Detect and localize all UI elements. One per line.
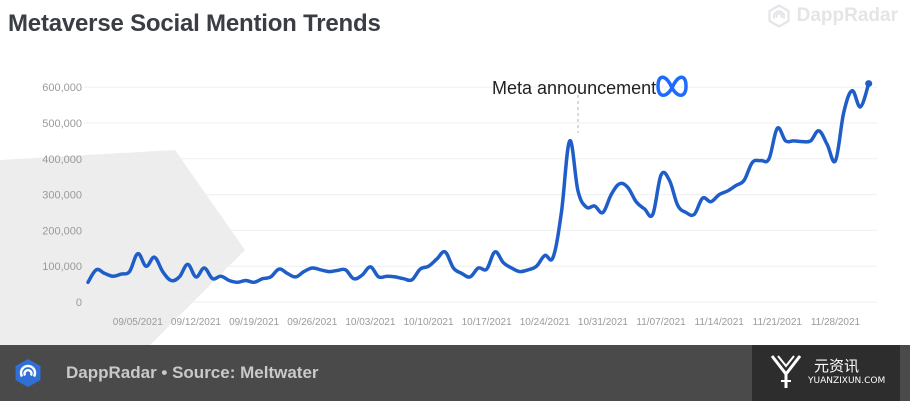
y-tick-label: 400,000 [42, 154, 82, 166]
yuanzixun-logo-icon [770, 355, 802, 388]
x-tick-label: 10/31/2021 [578, 317, 628, 328]
brand-name: DappRadar [796, 5, 898, 26]
y-tick-label: 300,000 [42, 190, 82, 202]
x-tick-label: 10/03/2021 [345, 317, 395, 328]
brand-watermark: DappRadar [767, 4, 898, 28]
x-tick-label: 11/21/2021 [753, 317, 803, 328]
y-tick-label: 600,000 [42, 82, 82, 94]
x-tick-label: 11/07/2021 [636, 317, 686, 328]
source-credit: DappRadar • Source: Meltwater [66, 363, 319, 382]
x-tick-label: 10/17/2021 [462, 317, 512, 328]
annotation-label: Meta announcement [492, 78, 656, 98]
dappradar-logo-icon [768, 4, 790, 28]
y-tick-label: 100,000 [42, 261, 82, 273]
meta-logo-icon [656, 75, 688, 97]
dappradar-footer-logo-icon [15, 359, 41, 387]
chart-title: Metaverse Social Mention Trends [8, 10, 381, 37]
watermark-en: YUANZIXUN.COM [808, 376, 886, 386]
data-point [865, 80, 873, 88]
chart-area: 0 100,000 200,000 300,000 400,000 500,000 600,… [0, 40, 910, 345]
x-tick-label: 09/05/2021 [113, 317, 163, 328]
footer-bar: DappRadar • Source: Meltwater 元资讯 YUANZI… [0, 345, 910, 401]
line-chart: 0 100,000 200,000 300,000 400,000 500,000 600,… [0, 75, 877, 345]
y-tick-label: 200,000 [42, 225, 82, 237]
x-tick-label: 10/24/2021 [520, 317, 570, 328]
y-tick-label: 0 [76, 297, 82, 309]
x-tick-label: 11/28/2021 [811, 317, 861, 328]
yuanzixun-watermark: 元资讯 YUANZIXUN.COM [752, 345, 900, 401]
y-tick-label: 500,000 [42, 118, 82, 130]
x-tick-label: 10/10/2021 [403, 317, 453, 328]
x-tick-label: 09/12/2021 [171, 317, 221, 328]
x-tick-label: 09/26/2021 [287, 317, 337, 328]
x-tick-label: 09/19/2021 [229, 317, 279, 328]
x-tick-label: 11/14/2021 [695, 317, 745, 328]
background-watermark [0, 150, 245, 345]
watermark-cn: 元资讯 [814, 357, 860, 375]
series-line [86, 81, 871, 285]
